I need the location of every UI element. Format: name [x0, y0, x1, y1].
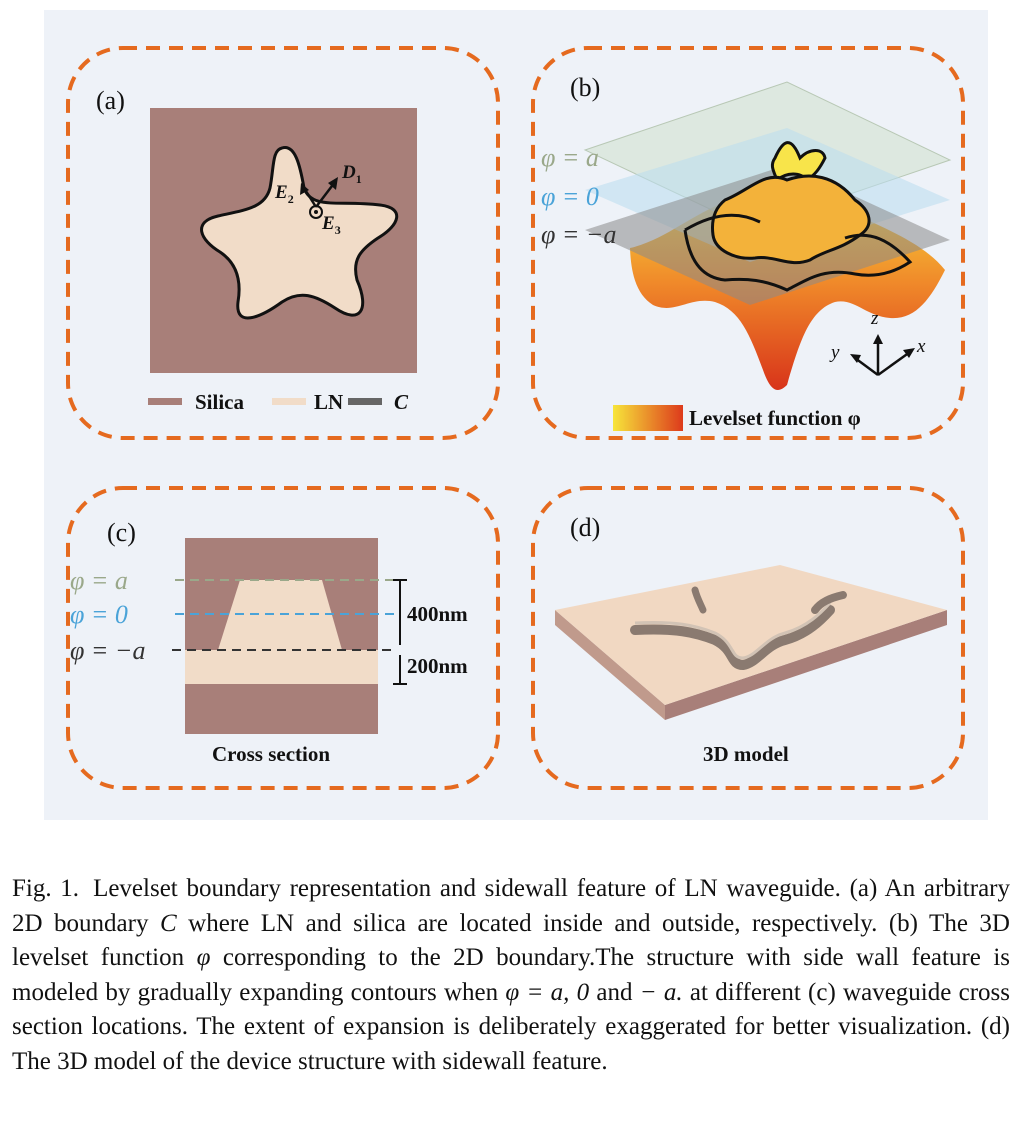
- slab-side-left: [555, 610, 665, 720]
- panel-d-graphic: [531, 486, 965, 790]
- panel-b-label: (b): [570, 73, 601, 102]
- axis-y-label: y: [831, 342, 840, 363]
- panel-c-label: (c): [107, 518, 136, 547]
- caption-text-3: corresponding to the 2D boundary.The str…: [12, 944, 1011, 1006]
- legend-ln: LN: [314, 390, 344, 414]
- star-boundary: [200, 146, 399, 320]
- caption-boundary-symbol: C: [159, 909, 177, 937]
- cross-level-0: φ = 0: [70, 600, 128, 629]
- level-label-a: φ = a: [541, 143, 599, 172]
- cross-level-neg: φ = −a: [70, 636, 146, 665]
- colorbar-label: Levelset function φ: [689, 406, 861, 430]
- panel-b: (b) φ = a φ = 0 φ = −a z y x Levelset fu…: [525, 40, 970, 445]
- dimension-200nm: 200nm: [407, 654, 468, 678]
- vector-e3-label: E3: [322, 213, 341, 237]
- level-label-neg: φ = −a: [541, 220, 617, 249]
- axis-z-label: z: [871, 308, 879, 329]
- legend-c: C: [394, 390, 409, 414]
- cross-level-a: φ = a: [70, 566, 128, 595]
- level-label-0: φ = 0: [541, 182, 599, 211]
- panel-c: (c) φ = a φ = 0 φ = −a 400nm 200nm Cross…: [60, 480, 505, 800]
- panel-b-graphic: [531, 46, 965, 440]
- cross-section-slab: [185, 650, 378, 684]
- caption-text-4: and: [589, 978, 640, 1006]
- panel-a: (a) D1 E2 E3 Silica LN C: [60, 40, 505, 445]
- figure-caption: Fig. 1. Levelset boundary representation …: [12, 872, 1010, 1079]
- dimension-400nm: 400nm: [407, 602, 468, 626]
- caption-text-1: Levelset boundary representation and sid…: [12, 875, 1010, 937]
- caption-text-2: where LN and silica are located inside a…: [12, 909, 1010, 972]
- panel-c-graphic: [66, 486, 500, 790]
- legend-silica: Silica: [195, 390, 245, 414]
- panel-a-label: (a): [96, 86, 125, 115]
- caption-phi-symbol: φ: [196, 944, 211, 971]
- caption-text-5: at different (c) waveguide cross section…: [12, 978, 1010, 1075]
- vector-d-label: D1: [342, 162, 362, 186]
- panel-a-graphic: [66, 46, 500, 440]
- cross-section-title: Cross section: [212, 742, 331, 766]
- colorbar: [613, 405, 683, 431]
- vector-e2-label: E2: [275, 182, 294, 206]
- slab-top: [555, 565, 947, 705]
- axis-x-label: x: [917, 336, 926, 357]
- slab-side-right: [665, 610, 947, 720]
- caption-figure-number: Fig. 1.: [12, 875, 80, 902]
- caption-expression-1: φ = a, 0: [505, 978, 590, 1006]
- caption-expression-2: − a.: [639, 978, 683, 1006]
- panel-d: (d) 3D model: [525, 480, 970, 800]
- 3d-model-title: 3D model: [703, 742, 789, 766]
- waveguide-wall: [630, 605, 835, 671]
- panel-d-label: (d): [570, 513, 601, 542]
